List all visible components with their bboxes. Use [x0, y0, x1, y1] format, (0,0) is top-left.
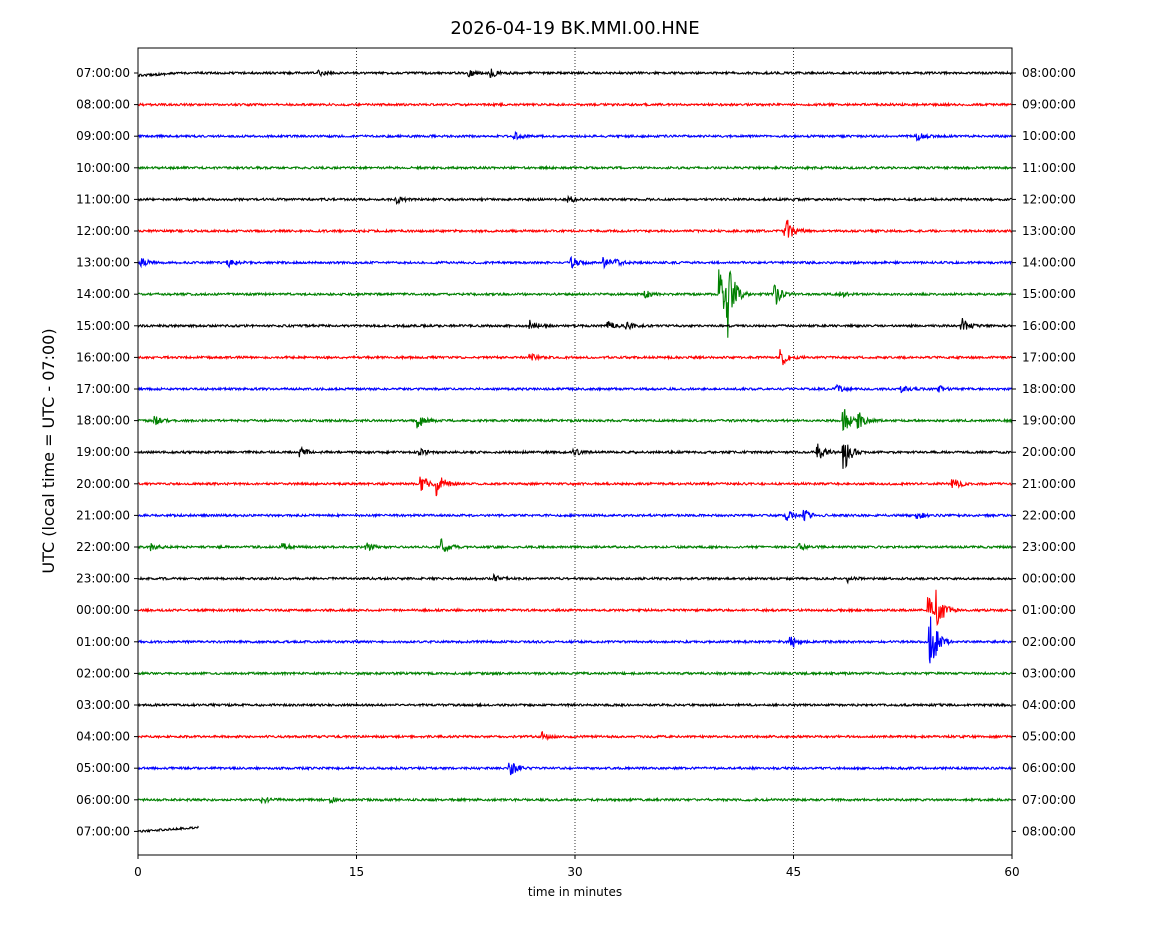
trace-row-24: [137, 796, 1012, 805]
y-tick-label-right: 15:00:00: [1022, 287, 1076, 301]
y-axis-right: 08:00:00 09:00:00 10:00:00 11:00:00 12:00:00…: [1012, 66, 1076, 838]
y-tick-label-left: 03:00:00: [76, 698, 130, 712]
y-tick-label-right: 00:00:00: [1022, 572, 1076, 586]
trace-row-19: [137, 616, 1012, 664]
y-tick-label-left: 14:00:00: [76, 287, 130, 301]
x-tick-label: 0: [134, 865, 142, 879]
trace-row-23: [137, 762, 1012, 776]
trace-row-3: [137, 130, 1013, 142]
y-tick-label-left: 12:00:00: [76, 224, 130, 238]
y-tick-label-left: 15:00:00: [76, 319, 130, 333]
trace-row-13: [137, 443, 1012, 469]
grid-lines: [356, 48, 794, 855]
y-tick-label-left: 19:00:00: [76, 445, 130, 459]
y-tick-label-right: 21:00:00: [1022, 477, 1076, 491]
y-tick-label-left: 13:00:00: [76, 256, 130, 270]
trace-row-10: [137, 349, 1013, 366]
trace-row-18: [137, 589, 1013, 627]
y-tick-label-right: 22:00:00: [1022, 508, 1076, 522]
trace-row-8: [137, 269, 1012, 338]
y-tick-label-right: 13:00:00: [1022, 224, 1076, 238]
trace-row-25: [137, 825, 200, 833]
trace-row-2: [137, 101, 1012, 108]
y-tick-label-left: 16:00:00: [76, 350, 130, 364]
y-tick-label-right: 23:00:00: [1022, 540, 1076, 554]
y-tick-label-right: 18:00:00: [1022, 382, 1076, 396]
y-tick-label-left: 18:00:00: [76, 414, 130, 428]
y-tick-label-right: 12:00:00: [1022, 192, 1076, 206]
trace-row-1: [137, 68, 1013, 79]
trace-row-12: [137, 409, 1013, 432]
x-axis-label: time in minutes: [528, 885, 622, 899]
trace-row-15: [137, 509, 1012, 522]
traces: [137, 68, 1013, 833]
trace-row-22: [137, 730, 1013, 742]
trace-row-7: [137, 255, 1012, 270]
y-tick-label-left: 10:00:00: [76, 161, 130, 175]
y-tick-label-right: 08:00:00: [1022, 66, 1076, 80]
y-tick-label-left: 17:00:00: [76, 382, 130, 396]
y-tick-label-right: 19:00:00: [1022, 414, 1076, 428]
y-tick-label-left: 01:00:00: [76, 635, 130, 649]
y-tick-label-right: 14:00:00: [1022, 256, 1076, 270]
y-tick-label-right: 07:00:00: [1022, 793, 1076, 807]
y-tick-label-left: 05:00:00: [76, 761, 130, 775]
y-tick-label-right: 03:00:00: [1022, 666, 1076, 680]
trace-row-21: [137, 701, 1012, 709]
y-tick-label-right: 09:00:00: [1022, 98, 1076, 112]
y-tick-label-right: 17:00:00: [1022, 350, 1076, 364]
y-tick-label-left: 09:00:00: [76, 129, 130, 143]
y-tick-label-right: 05:00:00: [1022, 730, 1076, 744]
y-tick-label-right: 08:00:00: [1022, 824, 1076, 838]
trace-row-16: [137, 538, 1013, 553]
y-tick-label-right: 20:00:00: [1022, 445, 1076, 459]
y-tick-label-right: 04:00:00: [1022, 698, 1076, 712]
x-tick-label: 15: [349, 865, 364, 879]
chart-title: 2026-04-19 BK.MMI.00.HNE: [450, 18, 699, 39]
y-tick-label-left: 07:00:00: [76, 824, 130, 838]
y-tick-label-right: 11:00:00: [1022, 161, 1076, 175]
y-axis-label: UTC (local time = UTC - 07:00): [39, 328, 58, 573]
y-tick-label-left: 04:00:00: [76, 730, 130, 744]
y-axis-left: 07:00:00 08:00:00 09:00:00 10:00:00 11:00:00…: [76, 66, 138, 838]
y-tick-label-right: 16:00:00: [1022, 319, 1076, 333]
y-tick-label-left: 22:00:00: [76, 540, 130, 554]
x-tick-label: 30: [567, 865, 582, 879]
trace-row-4: [137, 164, 1012, 171]
y-tick-label-left: 08:00:00: [76, 98, 130, 112]
y-tick-label-left: 07:00:00: [76, 66, 130, 80]
y-tick-label-right: 02:00:00: [1022, 635, 1076, 649]
trace-row-6: [137, 219, 1013, 238]
y-tick-label-right: 10:00:00: [1022, 129, 1076, 143]
y-tick-label-right: 06:00:00: [1022, 761, 1076, 775]
x-tick-label: 45: [786, 865, 801, 879]
trace-row-17: [137, 572, 1013, 585]
trace-row-14: [137, 476, 1013, 497]
y-tick-label-left: 23:00:00: [76, 572, 130, 586]
trace-row-11: [137, 383, 1013, 394]
trace-row-20: [137, 670, 1013, 677]
y-tick-label-left: 06:00:00: [76, 793, 130, 807]
y-tick-label-left: 00:00:00: [76, 603, 130, 617]
y-tick-label-left: 20:00:00: [76, 477, 130, 491]
y-tick-label-left: 21:00:00: [76, 508, 130, 522]
trace-row-5: [137, 194, 1012, 206]
trace-row-9: [137, 318, 1013, 331]
x-axis: 0 15 30 45 60: [134, 855, 1020, 879]
y-tick-label-left: 11:00:00: [76, 192, 130, 206]
y-tick-label-right: 01:00:00: [1022, 603, 1076, 617]
x-tick-label: 60: [1004, 865, 1019, 879]
y-tick-label-left: 02:00:00: [76, 666, 130, 680]
